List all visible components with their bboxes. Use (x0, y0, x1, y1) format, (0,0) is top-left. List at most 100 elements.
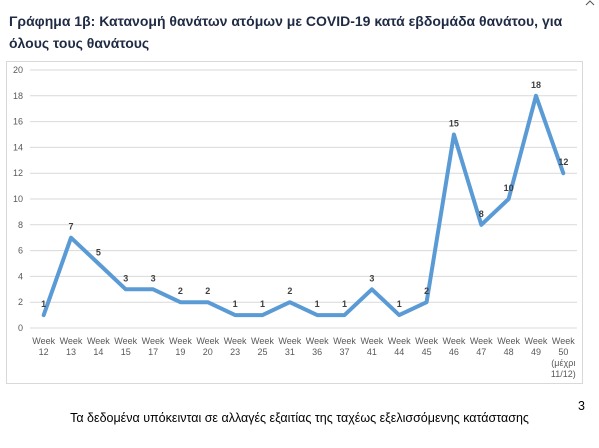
y-tick-label: 20 (13, 65, 23, 75)
x-tick-label-line: Week (87, 336, 110, 346)
x-tick-label-line: Week (142, 336, 165, 346)
data-label: 8 (479, 209, 484, 219)
x-tick-label-line: Week (443, 336, 466, 346)
data-label: 1 (397, 299, 402, 309)
x-tick-label-line: 45 (422, 347, 432, 357)
data-label: 3 (151, 273, 156, 283)
x-tick-label-line: 23 (230, 347, 240, 357)
x-tick-label-line: 50 (558, 347, 568, 357)
y-tick-label: 6 (18, 246, 23, 256)
x-tick-label: Week 49 (525, 336, 548, 357)
y-tick-label: 18 (13, 91, 23, 101)
x-tick-label-line: 17 (148, 347, 158, 357)
chart-title: Γράφημα 1β: Κατανομή θανάτων ατόμων με C… (9, 13, 563, 51)
x-tick-label-line: Week (470, 336, 493, 346)
y-tick-label: 8 (18, 220, 23, 230)
x-tick-label: Week 23 (224, 336, 247, 357)
x-tick-label-line: 15 (121, 347, 131, 357)
y-tick-label: 4 (18, 271, 23, 281)
x-tick-label-line: Week (60, 336, 83, 346)
x-tick-label: Week 17 (142, 336, 165, 357)
x-tick-label: Week 36 (306, 336, 329, 357)
y-tick-label: 12 (13, 168, 23, 178)
data-label: 3 (123, 273, 128, 283)
x-tick-label-line: 47 (476, 347, 486, 357)
x-tick-label-line: 19 (175, 347, 185, 357)
x-tick-label-line: Week (497, 336, 520, 346)
data-label: 1 (260, 299, 265, 309)
x-tick-label: Week 31 (278, 336, 301, 357)
x-tick-label: Week 45 (415, 336, 438, 357)
x-tick-label: Week 25 (251, 336, 274, 357)
data-label: 7 (69, 222, 74, 232)
x-tick-label-line: Week (306, 336, 329, 346)
x-tick-label: Week 47 (470, 336, 493, 357)
x-tick-label-line: Week (552, 336, 575, 346)
x-tick-label: Week 15 (114, 336, 137, 357)
x-tick-label-line: 44 (394, 347, 404, 357)
x-tick-label: Week 48 (497, 336, 520, 357)
y-tick-label: 14 (13, 142, 23, 152)
x-tick-label-line: Week (388, 336, 411, 346)
y-tick-label: 16 (13, 117, 23, 127)
x-tick-label-line: 13 (66, 347, 76, 357)
x-tick-label: Week 13 (60, 336, 83, 357)
y-tick-label: 10 (13, 194, 23, 204)
x-tick-label-line: 25 (257, 347, 267, 357)
x-tick-label: Week 37 (333, 336, 356, 357)
data-label: 12 (558, 157, 568, 167)
x-tick-label: Week 14 (87, 336, 110, 357)
y-tick-label: 0 (18, 323, 23, 333)
data-label: 15 (449, 119, 459, 129)
data-label: 18 (531, 80, 541, 90)
x-tick-label-line: Week (333, 336, 356, 346)
x-tick-label-line: Week (360, 336, 383, 346)
data-label: 1 (342, 299, 347, 309)
page-number: 3 (578, 399, 585, 413)
x-tick-label-line: 46 (449, 347, 459, 357)
data-label: 2 (424, 286, 429, 296)
x-tick-label-line: Week (278, 336, 301, 346)
x-tick-label-line: 11/12) (551, 369, 576, 379)
x-tick-label-line: Week (415, 336, 438, 346)
x-tick-label-line: 20 (203, 347, 213, 357)
x-tick-label-line: Week (169, 336, 192, 346)
data-label: 3 (369, 273, 374, 283)
data-label: 1 (315, 299, 320, 309)
data-label: 2 (287, 286, 292, 296)
x-tick-label: Week 41 (360, 336, 383, 357)
x-tick-label-line: 48 (504, 347, 514, 357)
x-tick-label-line: Week (251, 336, 274, 346)
x-tick-label: Week 20 (196, 336, 219, 357)
x-tick-label-line: (μέχρι (551, 358, 575, 368)
data-label: 10 (504, 183, 514, 193)
data-label: 2 (178, 286, 183, 296)
x-tick-label-line: 36 (312, 347, 322, 357)
data-label: 5 (96, 248, 101, 258)
x-tick-label-line: Week (114, 336, 137, 346)
corner-mark-icon (585, 0, 595, 6)
y-tick-label: 2 (18, 297, 23, 307)
x-tick-label-line: 31 (285, 347, 295, 357)
x-tick-label: Week 50 (μέχρι 11/12) (551, 336, 576, 379)
x-tick-label: Week 12 (32, 336, 55, 357)
x-tick-label-line: Week (196, 336, 219, 346)
data-label: 1 (233, 299, 238, 309)
gridlines (30, 69, 577, 329)
x-tick-label: Week 44 (388, 336, 411, 357)
data-label: 1 (41, 299, 46, 309)
data-label: 2 (205, 286, 210, 296)
x-tick-label-line: 37 (340, 347, 350, 357)
x-tick-label-line: 14 (93, 347, 103, 357)
x-tick-label: Week 46 (443, 336, 466, 357)
x-tick-label-line: 49 (531, 347, 541, 357)
x-tick-label-line: Week (224, 336, 247, 346)
x-tick-label-line: Week (525, 336, 548, 346)
x-tick-label-line: 12 (39, 347, 49, 357)
chart-frame (6, 61, 583, 384)
x-tick-label-line: Week (32, 336, 55, 346)
x-tick-label-line: 41 (367, 347, 377, 357)
